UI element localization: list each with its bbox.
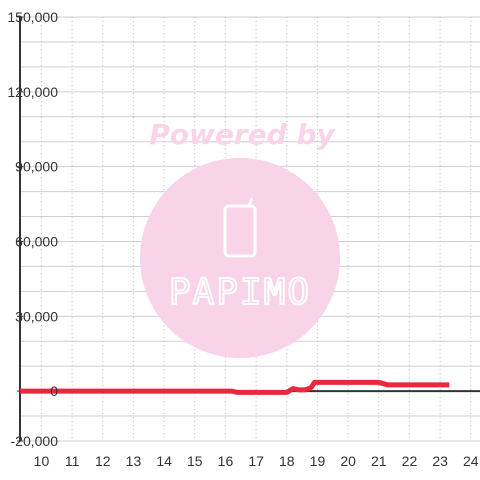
- y-tick-label: -20,000: [11, 433, 59, 449]
- y-tick-label: 120,000: [7, 84, 58, 100]
- y-tick-label: 150,000: [7, 9, 58, 25]
- x-tick-label: 19: [310, 453, 326, 469]
- x-tick-label: 24: [463, 453, 479, 469]
- y-tick-label: 60,000: [15, 233, 58, 249]
- x-tick-label: 16: [218, 453, 234, 469]
- phone-icon: [223, 197, 257, 258]
- series-line: [20, 379, 450, 395]
- x-tick-label: 11: [65, 453, 80, 469]
- x-tick-label: 15: [187, 453, 203, 469]
- y-tick-label: 30,000: [15, 308, 58, 324]
- x-tick-label: 18: [279, 453, 295, 469]
- x-tick-label: 12: [95, 453, 111, 469]
- x-tick-label: 10: [34, 453, 50, 469]
- tick-label-layer: -20,000 0 30,000 60,000 90,000 120,000 150,000…: [7, 9, 478, 469]
- x-tick-label: 14: [156, 453, 172, 469]
- x-tick-label: 22: [402, 453, 418, 469]
- watermark-brand: PAPIMO: [169, 272, 311, 313]
- watermark-caption: Powered by: [149, 118, 336, 151]
- watermark-circle: [140, 158, 340, 358]
- y-tick-label: 90,000: [15, 159, 58, 175]
- x-tick-label: 20: [340, 453, 356, 469]
- papimo-watermark: Powered by PAPIMO: [140, 118, 340, 358]
- y-tick-label: 0: [50, 383, 58, 399]
- x-tick-label: 13: [126, 453, 142, 469]
- grid-layer: [20, 16, 480, 442]
- x-tick-label: 23: [432, 453, 448, 469]
- x-tick-label: 17: [248, 453, 264, 469]
- series-layer: [20, 379, 450, 395]
- x-tick-label: 21: [371, 453, 387, 469]
